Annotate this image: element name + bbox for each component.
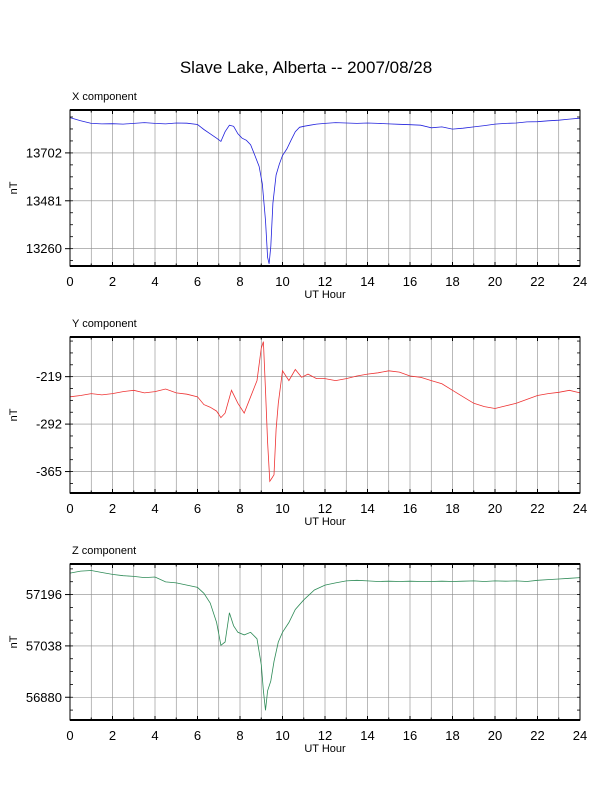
x-x-tick-label: 0 — [66, 274, 73, 289]
z-x-tick-label: 12 — [318, 728, 332, 743]
y-panel-xlabel: UT Hour — [304, 516, 346, 528]
y-x-tick-label: 18 — [445, 501, 459, 516]
x-x-tick-label: 18 — [445, 274, 459, 289]
y-x-tick-label: 8 — [236, 501, 243, 516]
x-x-tick-label: 2 — [109, 274, 116, 289]
z-panel-xlabel: UT Hour — [304, 743, 346, 755]
x-y-tick-label: 13702 — [26, 145, 62, 160]
y-x-tick-label: 14 — [360, 501, 374, 516]
z-x-tick-label: 14 — [360, 728, 374, 743]
y-x-tick-label: 6 — [194, 501, 201, 516]
x-component-series-line — [69, 117, 581, 264]
y-y-tick-label: -292 — [36, 417, 62, 432]
y-x-tick-label: 0 — [66, 501, 73, 516]
x-x-tick-label: 6 — [194, 274, 201, 289]
z-x-tick-label: 16 — [403, 728, 417, 743]
x-x-tick-label: 10 — [275, 274, 289, 289]
y-x-tick-label: 10 — [275, 501, 289, 516]
y-x-tick-label: 4 — [151, 501, 158, 516]
z-y-tick-label: 56880 — [26, 690, 62, 705]
z-x-tick-label: 22 — [530, 728, 544, 743]
y-x-tick-label: 24 — [573, 501, 587, 516]
y-component-series-line — [69, 341, 581, 483]
x-panel-xlabel: UT Hour — [304, 289, 346, 301]
x-x-tick-label: 22 — [530, 274, 544, 289]
z-x-tick-label: 20 — [488, 728, 502, 743]
z-x-tick-label: 6 — [194, 728, 201, 743]
z-x-tick-label: 24 — [573, 728, 587, 743]
y-x-tick-label: 12 — [318, 501, 332, 516]
y-x-tick-label: 2 — [109, 501, 116, 516]
x-y-tick-label: 13481 — [26, 193, 62, 208]
x-x-tick-label: 8 — [236, 274, 243, 289]
x-component-label: X component — [72, 91, 137, 103]
y-x-tick-label: 16 — [403, 501, 417, 516]
x-y-tick-label: 13260 — [26, 241, 62, 256]
page-title: Slave Lake, Alberta -- 2007/08/28 — [179, 58, 433, 77]
z-y-tick-label: 57038 — [26, 638, 62, 653]
z-y-axis-label: nT — [8, 635, 20, 648]
y-y-tick-label: -219 — [36, 369, 62, 384]
x-x-tick-label: 14 — [360, 274, 374, 289]
z-x-tick-label: 10 — [275, 728, 289, 743]
y-component-label: Y component — [72, 318, 137, 330]
z-x-tick-label: 18 — [445, 728, 459, 743]
x-x-tick-label: 12 — [318, 274, 332, 289]
x-y-axis-label: nT — [8, 181, 20, 194]
y-y-axis-label: nT — [8, 408, 20, 421]
y-x-tick-label: 22 — [530, 501, 544, 516]
x-x-tick-label: 16 — [403, 274, 417, 289]
z-y-tick-label: 57196 — [26, 587, 62, 602]
z-component-label: Z component — [72, 545, 137, 557]
z-component-series-line — [69, 570, 581, 711]
x-x-tick-label: 20 — [488, 274, 502, 289]
y-y-tick-label: -365 — [36, 464, 62, 479]
x-x-tick-label: 4 — [151, 274, 158, 289]
z-x-tick-label: 4 — [151, 728, 158, 743]
z-x-tick-label: 2 — [109, 728, 116, 743]
y-x-tick-label: 20 — [488, 501, 502, 516]
z-x-tick-label: 0 — [66, 728, 73, 743]
z-x-tick-label: 8 — [236, 728, 243, 743]
x-x-tick-label: 24 — [573, 274, 587, 289]
